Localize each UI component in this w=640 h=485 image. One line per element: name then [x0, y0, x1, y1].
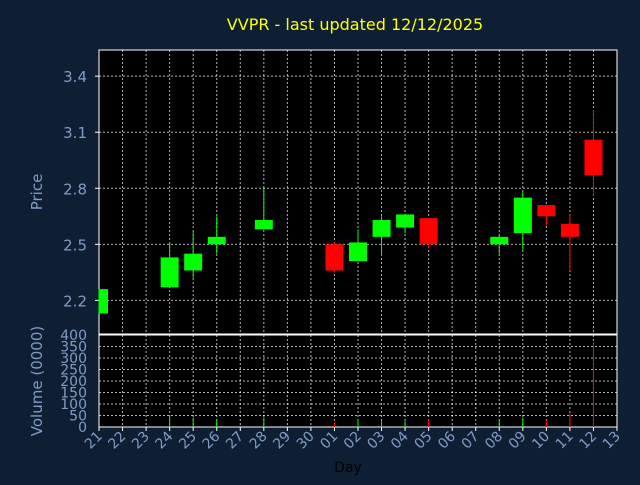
price-axis-ticks: 2.2 2.5 2.8 3.1 3.4 [63, 68, 99, 310]
price-tick-label: 2.8 [63, 180, 87, 198]
volume-tick-label: 250 [60, 363, 87, 379]
volume-tick-label: 50 [69, 409, 87, 425]
candle-up [490, 236, 509, 245]
volume-tick-label: 0 [78, 420, 87, 436]
volume-tick-label: 350 [60, 340, 87, 356]
candle-down [584, 139, 603, 176]
volume-tick-label: 400 [60, 328, 87, 344]
candle-up [99, 289, 108, 314]
candle-down [560, 223, 579, 237]
candle-down [325, 244, 344, 271]
volume-tick-label: 300 [60, 351, 87, 367]
day-axis-label: Day [334, 460, 362, 476]
grid-lines [99, 50, 617, 428]
volume-tick-label: 100 [60, 397, 87, 413]
candle-up [396, 214, 415, 228]
volume-axis-label: Volume (0000) [28, 326, 46, 436]
candle-up [160, 257, 179, 288]
price-tick-label: 2.5 [63, 236, 87, 254]
candle-up [207, 236, 226, 245]
volume-tick-label: 150 [60, 386, 87, 402]
price-candles [98, 109, 603, 314]
price-tick-label: 2.2 [63, 292, 87, 310]
candle-down [537, 205, 556, 217]
price-tick-label: 3.1 [63, 124, 87, 142]
candle-up [372, 220, 391, 237]
candle-up [513, 197, 532, 234]
price-axis-label: Price [28, 174, 46, 211]
volume-tick-label: 200 [60, 374, 87, 390]
candle-up [349, 242, 367, 262]
volume-bars [169, 341, 594, 427]
candle-down [419, 218, 438, 245]
day-axis-ticks: 21 22 23 24 25 26 27 28 29 30 01 02 03 04 05 06 07 08 09 10… [82, 427, 624, 452]
candle-up [254, 220, 273, 230]
price-tick-label: 3.4 [63, 68, 87, 86]
chart-title: VVPR - last updated 12/12/2025 [227, 15, 483, 34]
candle-up [184, 253, 203, 271]
